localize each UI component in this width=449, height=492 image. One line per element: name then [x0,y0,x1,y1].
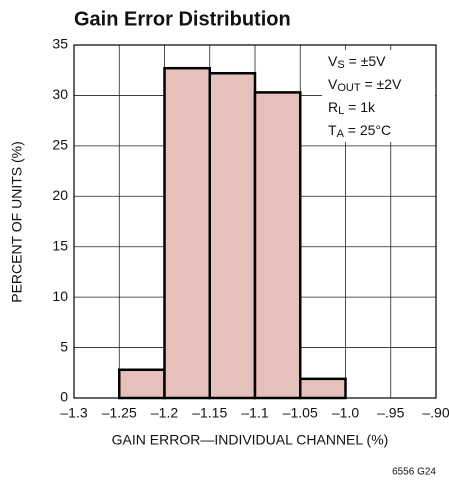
bar [253,91,302,400]
x-tick-label: –1.2 [151,405,178,421]
annotation-part: R [328,99,338,115]
annotation-part: V [328,76,338,92]
x-tick-label: –1.0 [332,405,359,421]
chart-title: Gain Error Distribution [74,8,291,30]
footnote: 6556 G24 [392,467,436,478]
annotation-background [322,50,435,142]
y-tick-label: 30 [52,86,68,102]
y-tick-label: 35 [52,36,68,52]
annotation-part: = 25°C [344,122,391,138]
annotation: TA = 25°C [328,122,391,141]
y-tick-label: 5 [60,338,68,354]
annotation-part: T [328,122,337,138]
bar [299,377,347,400]
y-tick-label: 15 [52,237,68,253]
annotation: RL = 1k [328,99,376,118]
annotation-part: = ±2V [361,76,402,92]
x-axis-label: GAIN ERROR—INDIVIDUAL CHANNEL (%) [112,432,389,448]
annotation-part: S [337,59,344,71]
annotation: VOUT = ±2V [328,76,402,95]
y-tick-label: 20 [52,187,68,203]
plot-frame [73,44,437,399]
y-tick-label: 0 [60,389,68,405]
annotation-part: OUT [337,82,361,94]
x-tick-label: –.95 [377,405,404,421]
y-axis-label: PERCENT OF UNITS (%) [9,141,25,303]
bar [118,368,166,400]
annotation-part: = ±5V [345,53,386,69]
annotation-part: = 1k [344,99,376,115]
x-tick-label: –1.3 [60,405,87,421]
bar [208,71,257,400]
y-tick-label: 10 [52,288,68,304]
annotation-part: A [337,128,345,140]
x-tick-label: –1.1 [241,405,268,421]
x-tick-label: –1.25 [102,405,137,421]
x-tick-label: –1.05 [283,405,318,421]
annotation-part: L [338,105,344,117]
x-tick-label: –.90 [422,405,449,421]
annotation-part: V [328,53,338,69]
annotation: VS = ±5V [328,53,386,72]
y-tick-label: 25 [52,137,68,153]
bar [163,66,211,400]
x-tick-label: –1.15 [192,405,227,421]
